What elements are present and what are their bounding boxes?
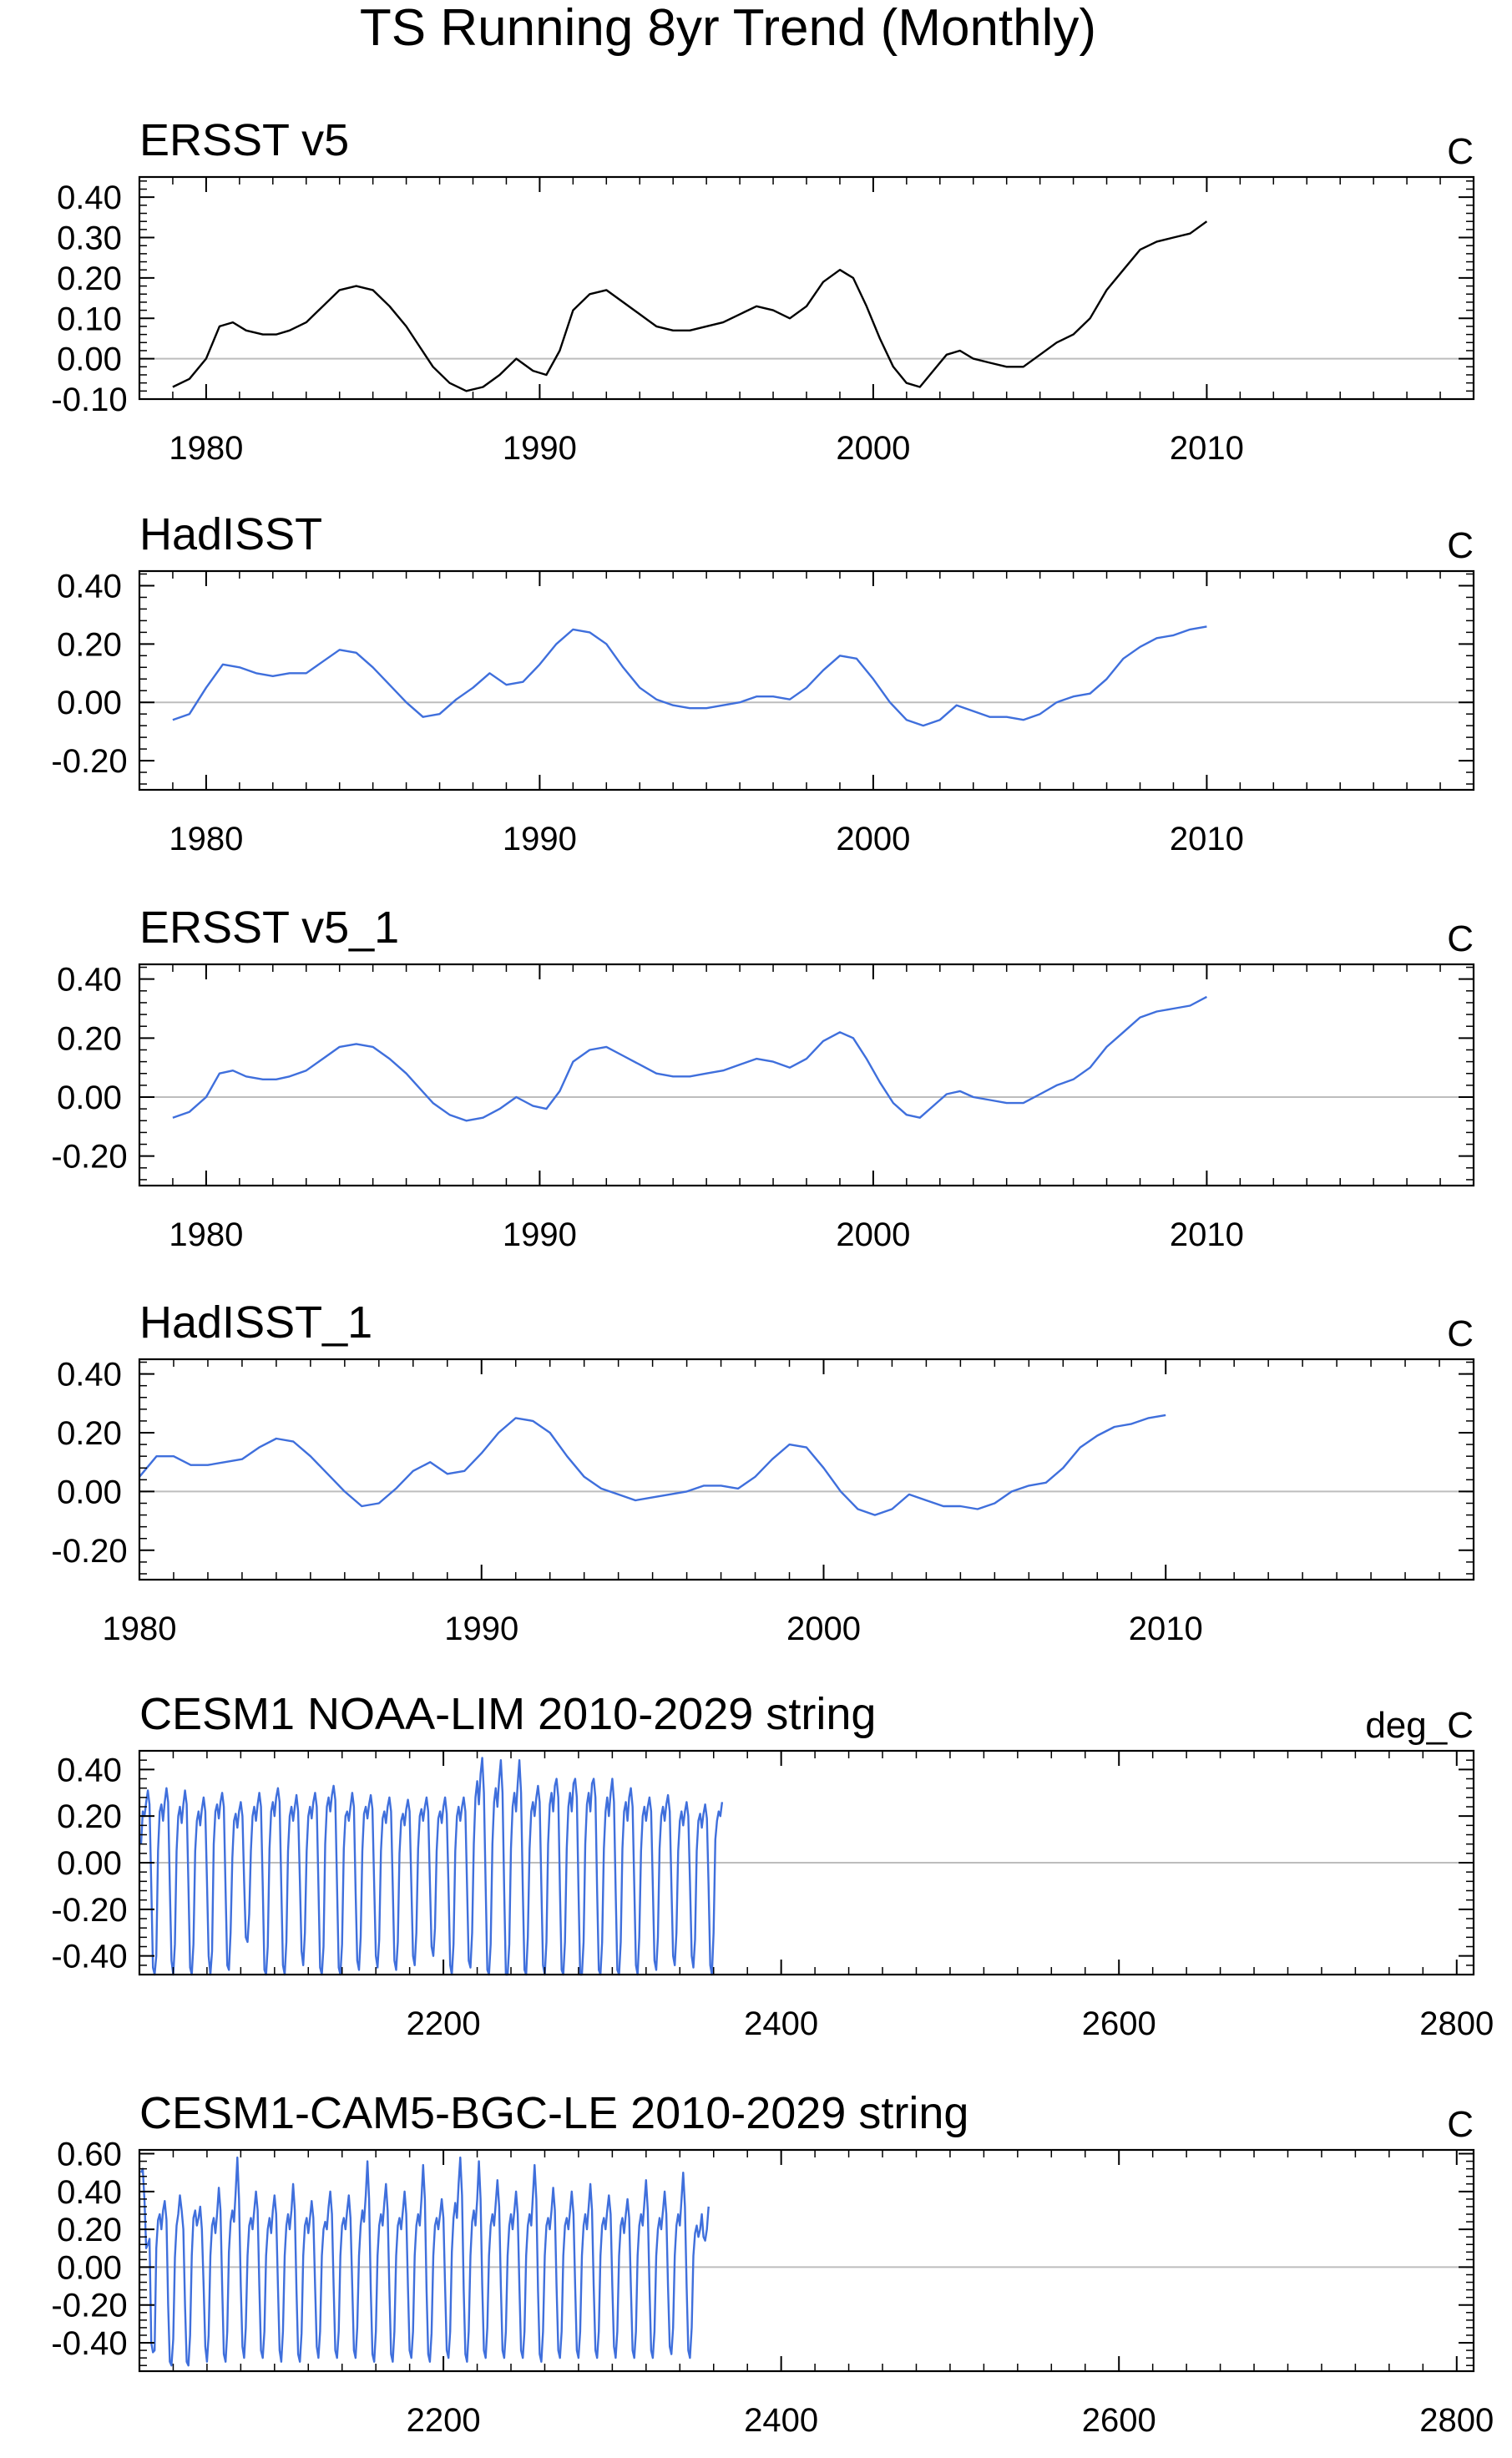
x-tick-label: 2400 [744,2402,818,2439]
x-tick-label: 1980 [169,821,243,857]
y-tick-label: -0.40 [51,1939,127,1975]
x-tick-label: 1990 [444,1611,518,1647]
plot-frame [138,1358,1475,1581]
y-tick-label: 0.40 [57,1752,122,1788]
x-tick-label: 2000 [836,821,910,857]
y-tick-label: 0.20 [57,1798,122,1835]
panel-title: CESM1 NOAA-LIM 2010-2029 string [139,1689,876,1739]
series-line [139,1757,724,1976]
x-tick-label: 2800 [1419,2402,1494,2439]
plot-frame [138,569,1475,792]
y-tick-label: 0.40 [57,2174,122,2211]
y-tick-label: 0.00 [57,685,122,721]
plot-frame [138,963,1475,1187]
y-tick-label: -0.20 [51,1892,127,1929]
panel-units: C [1447,1313,1474,1354]
y-tick-label: 0.40 [57,568,122,604]
x-tick-label: 1990 [503,1216,577,1253]
y-tick-label: 0.00 [57,2249,122,2286]
y-tick-label: 0.20 [57,1020,122,1057]
panel-units: C [1447,525,1474,566]
x-tick-label: 2000 [836,1216,910,1253]
x-tick-label: 1990 [503,821,577,857]
y-tick-label: 0.60 [57,2137,122,2173]
panel-title: ERSST v5_1 [139,903,399,953]
panel-title: HadISST_1 [139,1297,372,1348]
panel-units: C [1447,2104,1474,2145]
x-tick-label: 2800 [1419,2005,1494,2042]
y-tick-label: 0.00 [57,1080,122,1116]
chart-panel-2: HadISST C -0.20 0.00 0.20 0.40 1980 1990 2000 201… [51,509,1475,857]
series-line [172,625,1207,727]
x-tick-label: 1990 [503,430,577,467]
y-tick-label: 0.00 [57,1474,122,1510]
y-tick-label: 0.40 [57,962,122,999]
x-tick-label: 1980 [169,430,243,467]
plot-frame [138,2148,1475,2373]
chart-panel-1: ERSST v5 C -0.10 0.00 0.10 0.200.30 0.40 1980 19… [51,115,1475,467]
panel-title: HadISST [139,509,322,559]
y-tick-label: 0.20 [57,626,122,663]
y-tick-label: 0.00 [57,1845,122,1882]
x-tick-label: 2010 [1170,1216,1244,1253]
chart-panel-5: CESM1 NOAA-LIM 2010-2029 string deg_C -0.4… [51,1689,1494,2042]
x-tick-label: 2200 [407,2005,481,2042]
y-tick-label: 0.40 [57,180,122,216]
y-tick-label: -0.10 [51,382,127,418]
y-tick-label: 0.10 [57,301,122,337]
x-tick-label: 1980 [103,1611,177,1647]
figure-title: TS Running 8yr Trend (Monthly) [360,0,1096,57]
series-line [172,220,1208,392]
y-tick-label: -0.20 [51,1139,127,1176]
x-tick-label: 2000 [836,430,910,467]
x-tick-label: 2010 [1129,1611,1203,1647]
x-tick-label: 2010 [1170,430,1244,467]
y-tick-label: 0.20 [57,260,122,297]
chart-panel-3: ERSST v5_1 C -0.20 0.00 0.20 0.40 1980 1990 2000… [51,903,1475,1253]
y-tick-label: 0.30 [57,220,122,257]
panel-units: deg_C [1365,1705,1474,1746]
panel-units: C [1447,131,1474,172]
plot-frame [138,175,1475,401]
panel-units: C [1447,918,1474,959]
panel-title: CESM1-CAM5-BGC-LE 2010-2029 string [139,2088,968,2138]
chart-panel-4: HadISST_1 C -0.20 0.00 0.20 0.40 1980 1990 2000 2… [51,1297,1475,1647]
y-tick-label: 0.20 [57,1415,122,1452]
y-tick-label: -0.40 [51,2325,127,2362]
x-tick-label: 2600 [1082,2402,1156,2439]
x-tick-label: 1980 [169,1216,243,1253]
x-tick-label: 2400 [744,2005,818,2042]
x-tick-label: 2000 [786,1611,861,1647]
x-tick-label: 2010 [1170,821,1244,857]
y-tick-label: 0.20 [57,2212,122,2248]
y-tick-label: 0.40 [57,1357,122,1393]
y-tick-label: -0.20 [51,2288,127,2324]
series-line [139,2156,710,2367]
series-line [172,995,1207,1122]
panel-title: ERSST v5 [139,115,349,165]
series-line [139,1414,1166,1516]
y-tick-label: -0.20 [51,1533,127,1570]
chart-panel-6: CESM1-CAM5-BGC-LE 2010-2029 string C -0.40… [51,2088,1494,2439]
y-tick-label: -0.20 [51,743,127,780]
x-tick-label: 2600 [1082,2005,1156,2042]
y-tick-label: 0.00 [57,341,122,378]
x-tick-label: 2200 [407,2402,481,2439]
